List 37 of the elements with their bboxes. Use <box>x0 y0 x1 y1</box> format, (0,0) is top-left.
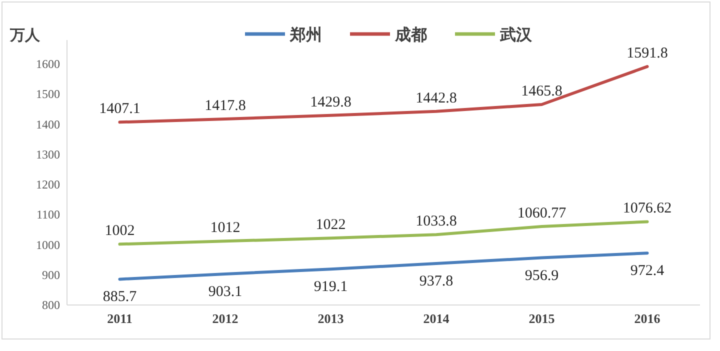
y-tick-label: 1100 <box>36 208 60 222</box>
x-tick-label: 2012 <box>212 311 238 326</box>
y-tick-label: 1600 <box>36 57 60 72</box>
data-label: 1429.8 <box>310 94 352 110</box>
data-label: 885.7 <box>102 289 138 306</box>
y-tick-label: 900 <box>42 268 60 282</box>
y-tick-label: 800 <box>42 298 60 312</box>
data-label: 972.4 <box>630 263 665 280</box>
y-tick-label: 1400 <box>36 117 60 132</box>
y-axis-title: 万人 <box>9 26 41 44</box>
data-label: 1060.77 <box>517 205 567 222</box>
y-tick-label: 1500 <box>36 87 60 102</box>
data-label: 1033.8 <box>416 214 457 230</box>
data-label: 937.8 <box>419 274 454 290</box>
data-label: 1591.8 <box>626 46 668 62</box>
data-label: 903.1 <box>208 284 242 300</box>
legend-label: 郑州 <box>289 25 322 44</box>
data-label: 956.9 <box>524 268 559 284</box>
data-label: 1417.8 <box>204 98 246 114</box>
data-label: 1407.1 <box>99 101 140 118</box>
x-tick-label: 2016 <box>634 311 661 326</box>
data-label: 919.1 <box>314 279 348 296</box>
legend-label: 成都 <box>394 25 427 44</box>
data-label: 1002 <box>104 223 135 240</box>
y-tick-label: 1000 <box>36 238 60 252</box>
data-label: 1465.8 <box>521 84 562 100</box>
legend-label: 武汉 <box>499 25 533 44</box>
x-tick-label: 2015 <box>528 311 556 326</box>
y-tick-label: 1200 <box>36 178 60 192</box>
data-label: 1076.62 <box>622 200 672 217</box>
x-tick-label: 2014 <box>423 311 450 326</box>
y-tick-label: 1300 <box>36 147 60 162</box>
x-tick-label: 2013 <box>318 311 344 326</box>
data-label: 1022 <box>316 217 346 234</box>
data-label: 1012 <box>210 220 240 236</box>
x-tick-label: 2011 <box>107 311 132 326</box>
data-label: 1442.8 <box>416 90 457 106</box>
